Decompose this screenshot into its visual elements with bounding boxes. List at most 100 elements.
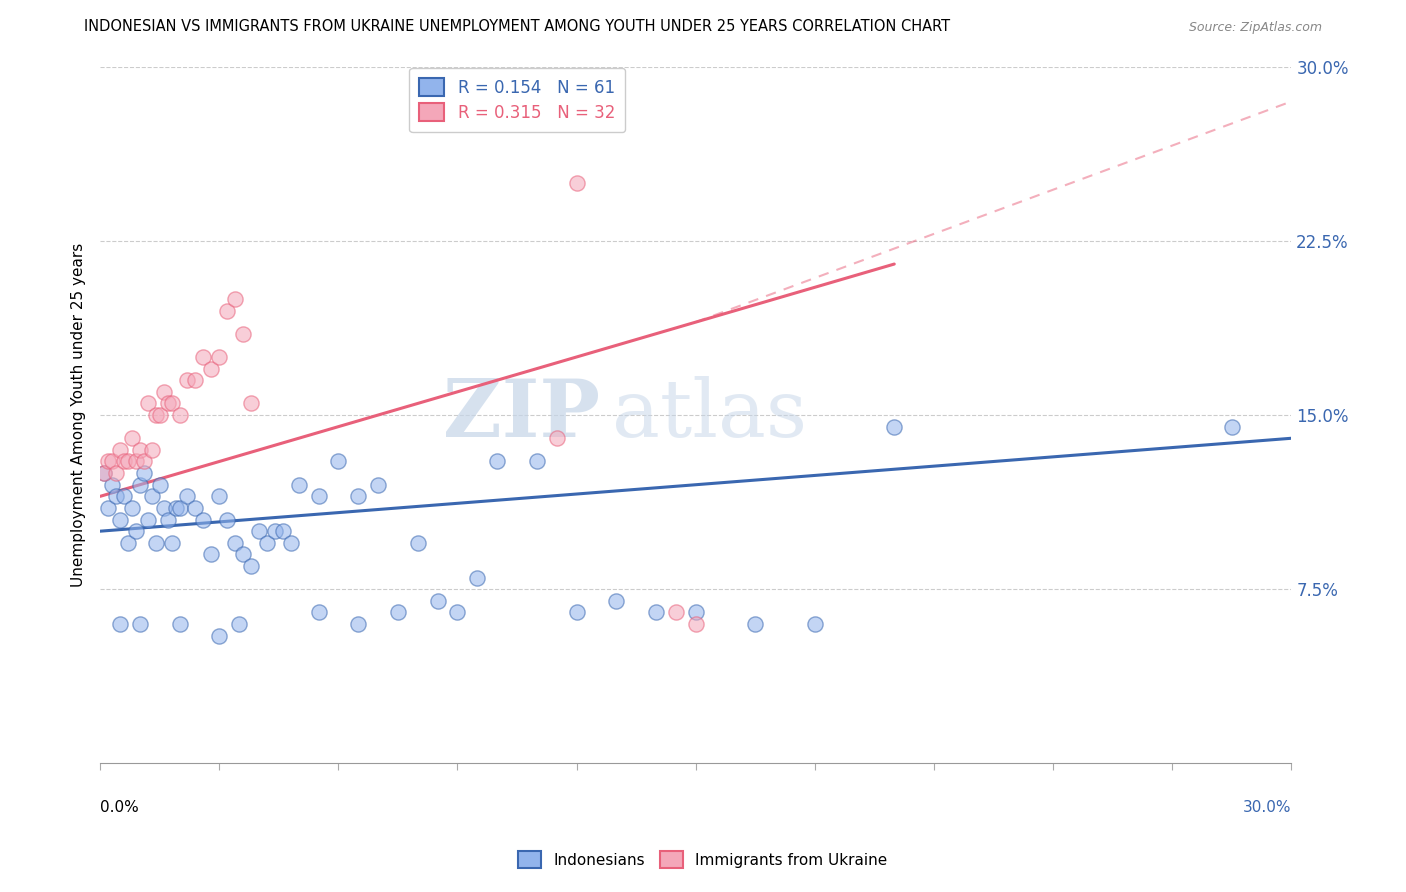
Point (271, 524, 294, 539)
Point (141, 442, 163, 457)
Point (149, 477, 172, 491)
Point (308, 606, 330, 620)
Point (132, 454, 155, 468)
Point (308, 489, 330, 503)
Point (160, 396, 183, 410)
Text: 0.0%: 0.0% (100, 800, 139, 815)
Point (156, 512, 179, 526)
Point (97, 454, 120, 468)
Point (136, 512, 159, 526)
Point (486, 454, 509, 468)
Point (132, 466, 155, 480)
Point (645, 606, 668, 620)
Point (217, 303, 239, 318)
Point (406, 536, 429, 550)
Point (128, 477, 150, 491)
Point (367, 477, 389, 491)
Point (240, 396, 263, 410)
Point (125, 454, 148, 468)
Point (169, 408, 191, 422)
Legend: R = 0.154   N = 61, R = 0.315   N = 32: R = 0.154 N = 61, R = 0.315 N = 32 (409, 68, 624, 132)
Point (347, 617, 370, 632)
Point (387, 606, 409, 620)
Point (141, 489, 163, 503)
Point (156, 396, 179, 410)
Point (169, 617, 191, 632)
Point (744, 617, 766, 632)
Point (125, 524, 148, 539)
Point (108, 442, 131, 457)
Point (526, 454, 548, 468)
Point (200, 361, 222, 376)
Point (108, 617, 131, 632)
Point (176, 489, 198, 503)
Point (149, 408, 172, 422)
Point (165, 500, 187, 515)
Point (208, 629, 231, 643)
Point (546, 431, 568, 445)
Point (224, 292, 246, 306)
Point (176, 373, 198, 387)
Point (112, 489, 135, 503)
Point (280, 536, 302, 550)
Point (117, 454, 139, 468)
Point (121, 431, 143, 445)
Point (247, 524, 270, 539)
Point (287, 477, 309, 491)
Point (208, 489, 231, 503)
Point (128, 617, 150, 632)
Point (446, 606, 468, 620)
Point (224, 536, 246, 550)
Point (240, 559, 263, 574)
Point (200, 548, 222, 562)
Point (184, 500, 207, 515)
Legend: Indonesians, Immigrants from Ukraine: Indonesians, Immigrants from Ukraine (510, 844, 896, 875)
Point (193, 512, 215, 526)
Point (565, 606, 588, 620)
Point (97, 500, 120, 515)
Y-axis label: Unemployment Among Youth under 25 years: Unemployment Among Youth under 25 years (72, 243, 86, 587)
Point (605, 594, 627, 608)
Point (804, 617, 827, 632)
Point (467, 571, 489, 585)
Point (883, 419, 905, 434)
Point (117, 536, 139, 550)
Text: INDONESIAN VS IMMIGRANTS FROM UKRAINE UNEMPLOYMENT AMONG YOUTH UNDER 25 YEARS CO: INDONESIAN VS IMMIGRANTS FROM UKRAINE UN… (84, 20, 950, 34)
Point (101, 454, 124, 468)
Point (105, 466, 128, 480)
Point (256, 536, 278, 550)
Point (145, 408, 167, 422)
Point (426, 594, 449, 608)
Point (121, 500, 143, 515)
Point (184, 373, 207, 387)
Point (112, 454, 135, 468)
Point (328, 454, 350, 468)
Point (128, 442, 150, 457)
Point (152, 500, 174, 515)
Point (145, 536, 167, 550)
Point (232, 326, 254, 341)
Point (665, 606, 688, 620)
Point (565, 176, 588, 190)
Point (228, 617, 250, 632)
Text: 30.0%: 30.0% (1243, 800, 1291, 815)
Point (169, 500, 191, 515)
Point (193, 350, 215, 364)
Point (105, 489, 128, 503)
Point (93, 466, 115, 480)
Point (108, 512, 131, 526)
Point (263, 524, 285, 539)
Point (685, 617, 707, 632)
Point (101, 477, 124, 491)
Point (160, 536, 183, 550)
Point (1220, 419, 1243, 434)
Point (232, 548, 254, 562)
Text: atlas: atlas (613, 376, 807, 454)
Point (93, 466, 115, 480)
Point (208, 350, 231, 364)
Point (685, 606, 707, 620)
Text: Source: ZipAtlas.com: Source: ZipAtlas.com (1188, 21, 1322, 34)
Point (152, 384, 174, 399)
Text: ZIP: ZIP (443, 376, 600, 454)
Point (347, 489, 370, 503)
